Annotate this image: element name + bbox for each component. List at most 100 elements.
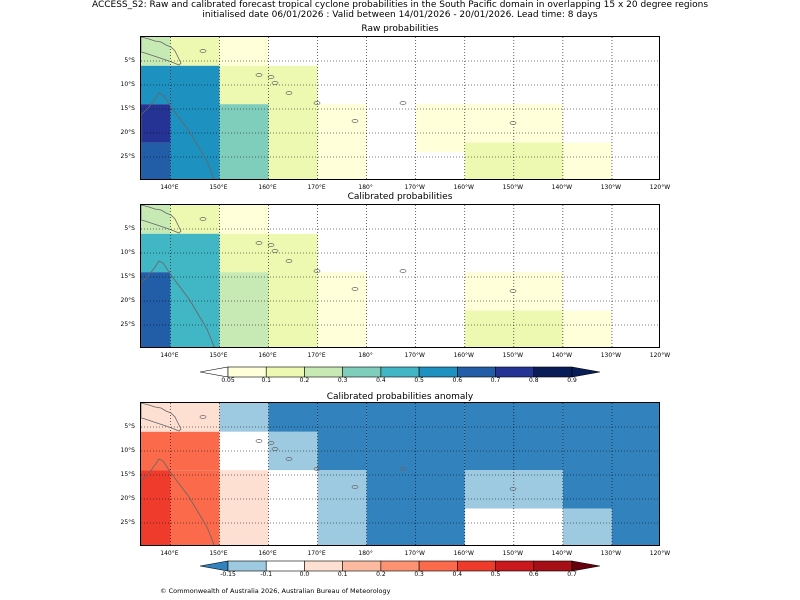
colorbar-tick-label: -0.15 (220, 571, 236, 578)
region-cell (170, 431, 220, 471)
region-cell (219, 205, 269, 234)
anomaly-colorbar: -0.15 -0.1 0.0 0.1 0.2 0.3 0.4 0.5 0.6 0.7 (199, 557, 601, 578)
colorbar-tick-label: 0.6 (452, 377, 463, 384)
colorbar-segment (227, 366, 267, 378)
island (351, 485, 359, 489)
region-cell (219, 104, 269, 179)
lon-tick-label: 160°W (453, 184, 474, 191)
colorbar-tick-label: 0.7 (490, 377, 501, 384)
map-canvas (141, 205, 659, 347)
lon-tick-label: 170°E (307, 352, 326, 359)
island (267, 441, 275, 445)
region-cell (219, 470, 269, 545)
region-cell (170, 403, 220, 432)
island (351, 287, 359, 291)
region-cell (513, 142, 563, 179)
colorbar-tick-label: 0.2 (299, 377, 310, 384)
lon-tick-label: 170°E (307, 184, 326, 191)
colorbar-segment (457, 366, 496, 378)
lon-tick-label: 140°E (160, 550, 179, 557)
island (255, 73, 263, 77)
colorbar-under-arrow (199, 560, 229, 572)
colorbar-svg (199, 366, 601, 378)
calibrated-probabilities-map (140, 204, 660, 348)
lat-tick-label: 5°S (124, 423, 135, 430)
colorbar-tick-label: 0.4 (452, 571, 463, 578)
colorbar-tick-label: 0.3 (337, 377, 348, 384)
colorbar-tick-label: 0.6 (528, 571, 539, 578)
lon-tick-label: 140°W (551, 184, 573, 191)
region-cell (170, 233, 220, 347)
region-cell (562, 403, 612, 509)
raw-panel-title: Raw probabilities (361, 24, 439, 34)
region-cell (268, 431, 318, 471)
coastline (141, 403, 215, 545)
colorbar-segment (457, 560, 496, 572)
island (255, 439, 263, 443)
lon-tick-label: 160°W (453, 352, 474, 359)
lat-tick-label: 10°S (120, 249, 135, 256)
lon-tick-label: 150°W (502, 352, 524, 359)
region-cell (141, 104, 171, 143)
colorbar-segment (227, 560, 267, 572)
island (271, 249, 279, 253)
lat-tick-label: 10°S (120, 447, 135, 454)
calibrated-panel-title: Calibrated probabilities (347, 192, 453, 202)
region-cell (562, 508, 612, 545)
anomaly-panel-title: Calibrated probabilities anomaly (326, 392, 474, 402)
island (285, 91, 293, 95)
island (271, 447, 279, 451)
region-cell (317, 272, 367, 347)
lon-tick-label: 160°E (258, 184, 277, 191)
colorbar-segment (265, 366, 305, 378)
lat-tick-label: 10°S (120, 81, 135, 88)
lat-tick-label: 25°S (120, 153, 135, 160)
lon-tick-label: 170°E (307, 550, 326, 557)
colorbar-over-arrow (571, 560, 601, 572)
island (399, 269, 407, 273)
colorbar-segment (342, 560, 382, 572)
colorbar-tick-label: 0.0 (299, 571, 310, 578)
colorbar-segment (304, 560, 343, 572)
lon-tick-label: 180° (358, 550, 373, 557)
island (509, 487, 517, 491)
lon-tick-label: 180° (358, 352, 373, 359)
lon-tick-label: 160°W (453, 550, 474, 557)
region-cell (219, 65, 269, 105)
colorbar-under-arrow (199, 366, 229, 378)
lon-tick-label: 160°E (258, 352, 277, 359)
region-cell (219, 272, 269, 347)
lat-tick-label: 5°S (124, 57, 135, 64)
lon-tick-label: 170°W (404, 550, 425, 557)
colorbar-segment (304, 366, 343, 378)
lon-tick-label: 150°E (209, 550, 228, 557)
region-cell (268, 470, 318, 545)
lat-tick-label: 20°S (120, 297, 135, 304)
lon-tick-label: 150°E (209, 184, 228, 191)
island (509, 289, 517, 293)
colorbar-tick-label: 0.05 (221, 377, 235, 384)
region-cell (170, 205, 220, 234)
figure-title-line1: ACCESS_S2: Raw and calibrated forecast t… (91, 0, 709, 10)
region-cell (141, 470, 171, 545)
probability-colorbar: 0.05 0.1 0.2 0.3 0.4 0.5 0.6 0.7 0.8 0.9 (199, 363, 601, 384)
island (313, 467, 321, 471)
colorbar-segment (418, 560, 458, 572)
region-cell (268, 233, 318, 347)
lat-tick-label: 20°S (120, 495, 135, 502)
island (399, 101, 407, 105)
region-cell (562, 310, 612, 347)
region-cell (317, 104, 367, 179)
region-cell (611, 403, 659, 545)
colorbar-tick-label: 0.4 (376, 377, 386, 384)
colorbar-segment (533, 366, 573, 378)
region-cell (219, 233, 269, 273)
lon-tick-label: 150°W (502, 184, 524, 191)
colorbar-segment (495, 560, 535, 572)
island (199, 415, 207, 419)
lat-tick-label: 20°S (120, 129, 135, 136)
island (199, 49, 207, 53)
region-cell (219, 431, 269, 471)
colorbar-segment (380, 560, 420, 572)
region-cell (219, 37, 269, 66)
